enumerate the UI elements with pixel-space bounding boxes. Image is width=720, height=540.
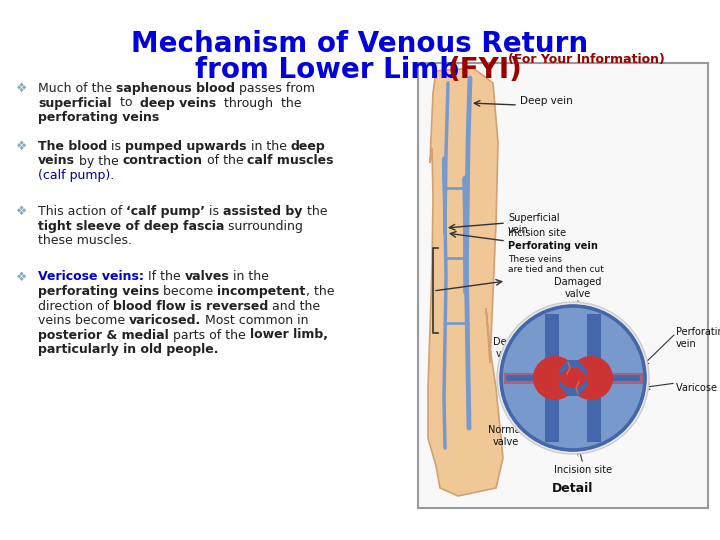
Text: lower limb,: lower limb, [250,328,328,341]
Text: the: the [302,205,328,218]
Text: Incision site: Incision site [508,228,566,238]
Text: of the: of the [203,154,248,167]
Text: posterior & medial: posterior & medial [38,328,168,341]
Circle shape [497,302,649,454]
Text: Incision site: Incision site [554,465,612,475]
Text: These veins: These veins [508,254,562,264]
Text: pumped upwards: pumped upwards [125,140,247,153]
Text: , the: , the [306,285,334,298]
Text: Varicose vein: Varicose vein [676,383,720,393]
Bar [587,314,601,442]
Text: vein: vein [508,225,528,235]
Text: and the: and the [269,300,320,313]
Text: in the: in the [247,140,291,153]
Text: Deep vein: Deep vein [520,96,572,106]
Text: ❖: ❖ [17,271,27,284]
Text: veins become: veins become [38,314,129,327]
Text: This action of: This action of [38,205,127,218]
Text: particularly in old people.: particularly in old people. [38,343,218,356]
Text: is: is [205,205,223,218]
Text: calf muscles: calf muscles [248,154,334,167]
Circle shape [569,356,613,400]
Polygon shape [559,360,587,376]
Text: these muscles.: these muscles. [38,234,132,247]
Text: by the: by the [75,154,122,167]
Text: assisted by: assisted by [223,205,302,218]
Text: Normal
valve: Normal valve [488,425,523,447]
Polygon shape [559,380,587,396]
Circle shape [533,356,577,400]
Text: Perforating
vein: Perforating vein [676,327,720,349]
Text: Vericose veins:: Vericose veins: [38,271,144,284]
Text: saphenous blood: saphenous blood [116,82,235,95]
Text: (calf pump).: (calf pump). [38,169,114,182]
Text: is: is [107,140,125,153]
Text: superficial: superficial [38,97,112,110]
Text: to: to [112,97,140,110]
Text: perforating veins: perforating veins [38,285,159,298]
Text: Damaged
valve: Damaged valve [554,277,602,299]
Circle shape [501,306,645,450]
Bar [418,63,708,508]
Bar [545,314,559,442]
Text: become: become [159,285,217,298]
Text: (FYI): (FYI) [448,56,523,84]
Text: Detail: Detail [552,482,594,495]
Text: passes from: passes from [235,82,315,95]
Text: through  the: through the [216,97,302,110]
Text: ❖: ❖ [17,205,27,218]
Text: are tied and then cut: are tied and then cut [508,266,604,274]
Text: parts of the: parts of the [168,328,250,341]
Text: Much of the: Much of the [38,82,116,95]
Text: ❖: ❖ [17,82,27,95]
Text: in the: in the [229,271,269,284]
Text: If the: If the [144,271,184,284]
Text: surrounding: surrounding [225,220,303,233]
Text: Most common in: Most common in [202,314,309,327]
Text: tight sleeve of deep fascia: tight sleeve of deep fascia [38,220,225,233]
Text: Mechanism of Venous Return: Mechanism of Venous Return [132,30,588,58]
Text: Superficial: Superficial [508,213,559,223]
Text: Deep
vein: Deep vein [493,337,519,359]
Text: veins: veins [38,154,75,167]
Text: varicosed.: varicosed. [129,314,202,327]
Text: (For Your Information): (For Your Information) [508,53,665,66]
Text: The blood: The blood [38,140,107,153]
Text: ‘calf pump’: ‘calf pump’ [127,205,205,218]
Text: from Lower Limb: from Lower Limb [195,56,469,84]
Text: ❖: ❖ [17,140,27,153]
Text: incompetent: incompetent [217,285,306,298]
Text: direction of: direction of [38,300,113,313]
Text: deep veins: deep veins [140,97,216,110]
Text: Perforating vein: Perforating vein [508,241,598,251]
Text: blood flow is reversed: blood flow is reversed [113,300,269,313]
Text: contraction: contraction [122,154,203,167]
Text: deep: deep [291,140,325,153]
Text: valves: valves [184,271,229,284]
Polygon shape [428,68,503,496]
Text: perforating veins: perforating veins [38,111,159,124]
